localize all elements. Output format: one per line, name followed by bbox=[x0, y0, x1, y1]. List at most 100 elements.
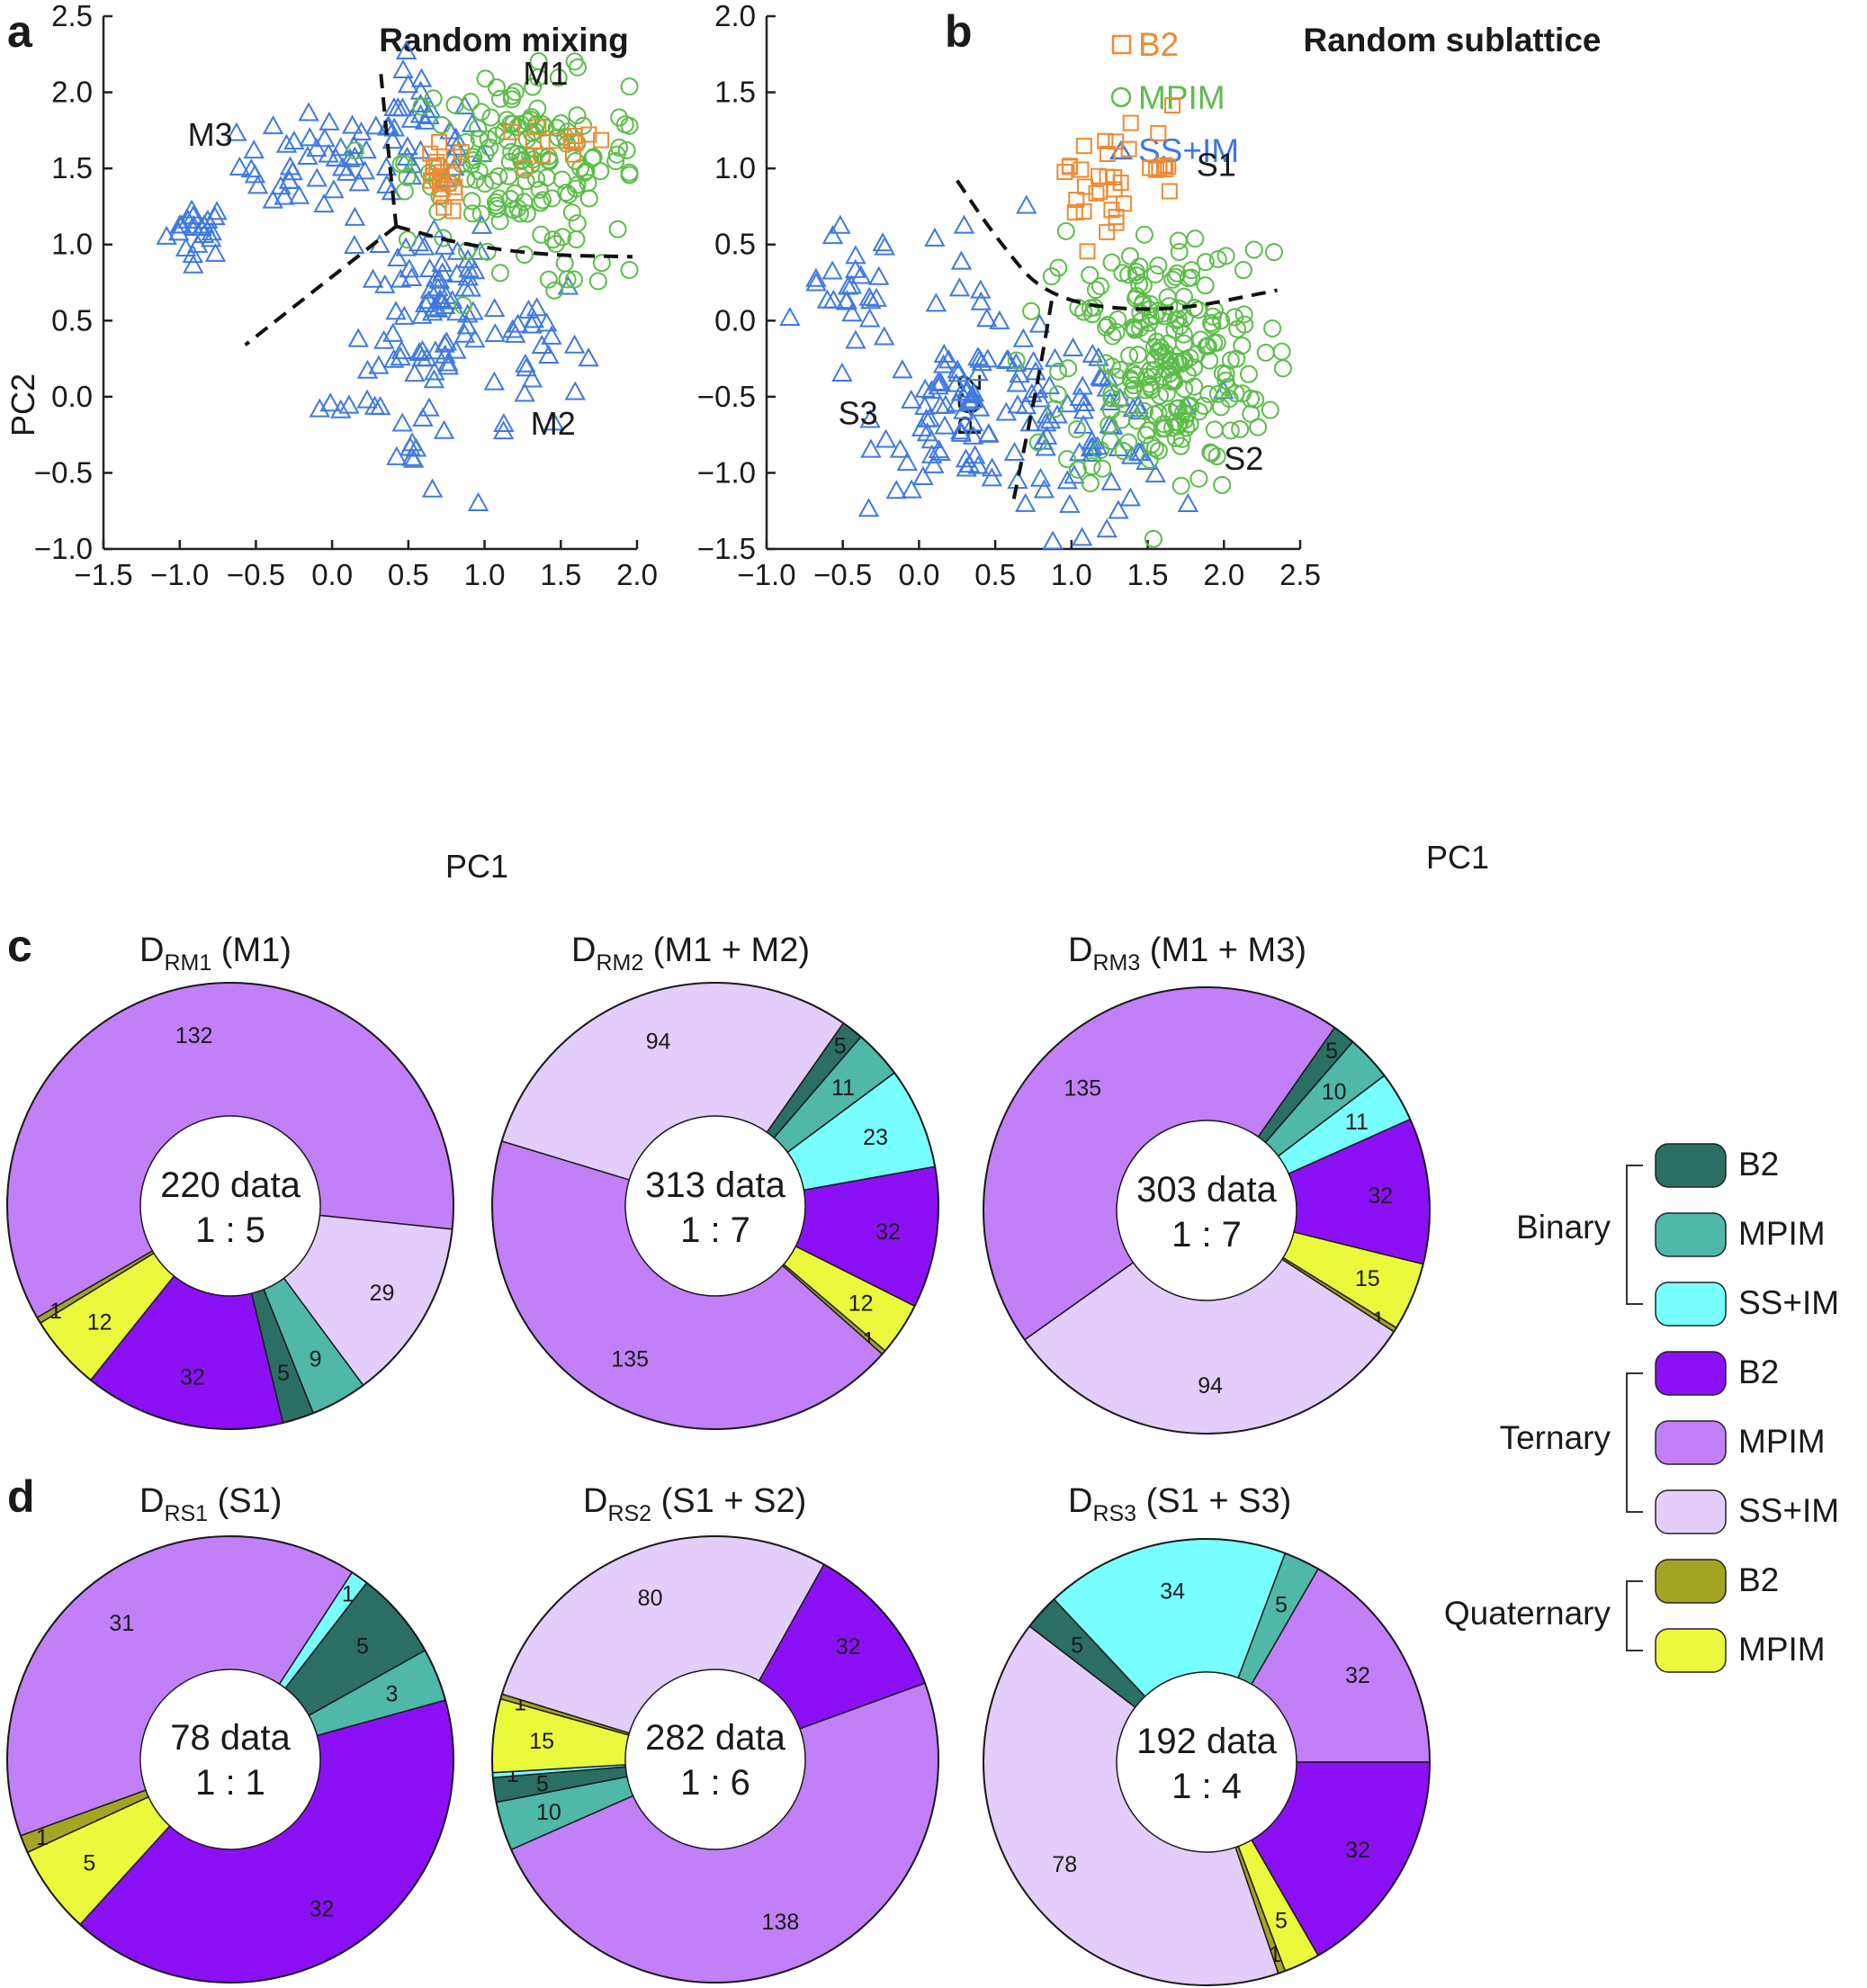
data-point-triangle bbox=[464, 328, 486, 348]
donut-outline bbox=[491, 982, 939, 1430]
region-label: S1 bbox=[1197, 147, 1236, 184]
data-point-circle bbox=[620, 260, 639, 279]
data-point-triangle bbox=[446, 263, 468, 283]
data-point-triangle bbox=[319, 392, 341, 412]
legend-group-binary: Binary bbox=[1516, 1209, 1611, 1246]
data-point-circle bbox=[552, 170, 571, 189]
data-point-circle bbox=[1059, 359, 1078, 378]
data-point-triangle bbox=[186, 233, 209, 253]
data-point-circle bbox=[1103, 327, 1122, 346]
data-point-circle bbox=[395, 182, 414, 201]
data-point-square bbox=[444, 166, 461, 184]
data-point-triangle bbox=[347, 328, 369, 347]
data-point-circle bbox=[516, 172, 535, 191]
data-point-triangle bbox=[947, 363, 969, 382]
data-point-triangle bbox=[1009, 364, 1030, 383]
data-point-triangle bbox=[535, 312, 558, 332]
data-point-triangle bbox=[279, 156, 301, 175]
data-point-triangle bbox=[418, 397, 440, 417]
data-point-circle bbox=[489, 166, 508, 185]
data-point-triangle bbox=[821, 225, 844, 245]
x-tick-label: −0.5 bbox=[227, 558, 285, 591]
data-point-triangle bbox=[805, 272, 827, 292]
data-point-triangle bbox=[1177, 492, 1199, 512]
y-tick-label: 2.5 bbox=[51, 0, 93, 32]
data-point-triangle bbox=[177, 209, 199, 229]
legend-entry-mpim: MPIM bbox=[1110, 79, 1225, 116]
data-point-triangle bbox=[961, 384, 983, 404]
center-count-drs2: 282 data bbox=[645, 1718, 785, 1758]
donut-outline bbox=[6, 1535, 454, 1984]
legend-item-label: SS+IM bbox=[1738, 1492, 1839, 1529]
data-point-circle bbox=[1144, 529, 1162, 548]
slice-value-label: 5 bbox=[277, 1361, 290, 1386]
data-point-triangle bbox=[425, 340, 446, 360]
legend-square-marker bbox=[1111, 34, 1132, 55]
data-point-circle bbox=[1081, 474, 1100, 493]
data-point-circle bbox=[1182, 261, 1201, 280]
y-tick-label: 0.0 bbox=[714, 303, 756, 337]
region-label: M2 bbox=[531, 405, 576, 442]
data-point-triangle bbox=[226, 121, 247, 141]
data-point-square bbox=[432, 187, 449, 204]
slice-value-label: 31 bbox=[109, 1611, 134, 1636]
data-point-triangle bbox=[1012, 328, 1035, 347]
data-point-triangle bbox=[381, 130, 404, 149]
data-point-triangle bbox=[391, 412, 413, 432]
data-point-circle bbox=[412, 97, 431, 116]
data-point-triangle bbox=[1056, 470, 1078, 490]
data-point-triangle bbox=[446, 240, 469, 260]
composition-legend: Binary Ternary Quaternary B2 MPIM SS+IM … bbox=[1444, 1143, 1839, 1673]
data-point-circle bbox=[1119, 265, 1138, 284]
slice-value-label: 11 bbox=[1345, 1110, 1369, 1135]
data-point-circle bbox=[1174, 325, 1193, 344]
center-ratio-drm1: 1 : 5 bbox=[195, 1210, 265, 1250]
data-point-triangle bbox=[1015, 395, 1037, 415]
data-point-circle bbox=[1093, 459, 1112, 478]
title-main: D bbox=[1068, 931, 1092, 969]
data-point-circle bbox=[1138, 325, 1157, 344]
data-point-circle bbox=[574, 116, 593, 135]
data-point-triangle bbox=[400, 108, 422, 128]
legend-swatch bbox=[1655, 1489, 1727, 1534]
scatter-panel-a: Random mixing PC1 PC2 −1.5 −1.0 −0.5 0.0 0.5… bbox=[4, 0, 658, 885]
data-point-triangle bbox=[354, 160, 376, 180]
data-point-square bbox=[1075, 138, 1092, 155]
data-point-triangle bbox=[338, 394, 360, 414]
data-point-triangle bbox=[200, 228, 222, 247]
data-point-triangle bbox=[1064, 464, 1085, 484]
cluster-boundary bbox=[379, 74, 399, 227]
data-point-square bbox=[1150, 124, 1167, 141]
data-point-square bbox=[530, 119, 547, 136]
data-point-square bbox=[428, 153, 445, 170]
data-point-circle bbox=[546, 235, 565, 254]
slice-value-label: 15 bbox=[1355, 1266, 1380, 1291]
data-point-triangle bbox=[278, 169, 301, 189]
legend-swatch bbox=[1655, 1628, 1727, 1673]
data-point-triangle bbox=[928, 371, 949, 391]
data-point-circle bbox=[1203, 307, 1222, 326]
data-point-triangle bbox=[183, 254, 204, 274]
data-point-square bbox=[593, 131, 610, 148]
data-point-circle bbox=[1160, 297, 1179, 316]
data-point-circle bbox=[1169, 231, 1188, 250]
data-point-circle bbox=[478, 242, 497, 261]
data-point-circle bbox=[463, 204, 482, 223]
data-point-triangle bbox=[953, 400, 974, 419]
donut-titles: DRM1 (M1) DRM2 (M1 + M2) DRM3 (M1 + M3) … bbox=[139, 931, 1306, 1526]
data-point-triangle bbox=[955, 448, 977, 468]
data-point-triangle bbox=[1144, 463, 1166, 483]
data-point-triangle bbox=[515, 353, 536, 373]
data-point-circle bbox=[1165, 320, 1184, 339]
data-point-triangle bbox=[409, 139, 432, 159]
title-rest: (M1 + M3) bbox=[1140, 931, 1306, 969]
data-point-circle bbox=[620, 166, 639, 184]
data-point-square bbox=[1103, 202, 1120, 219]
data-point-triangle bbox=[929, 441, 951, 462]
data-point-triangle bbox=[1073, 391, 1096, 411]
data-point-circle bbox=[549, 68, 568, 87]
data-point-circle bbox=[1081, 299, 1100, 318]
data-point-triangle bbox=[1042, 530, 1064, 550]
data-point-triangle bbox=[314, 128, 336, 148]
